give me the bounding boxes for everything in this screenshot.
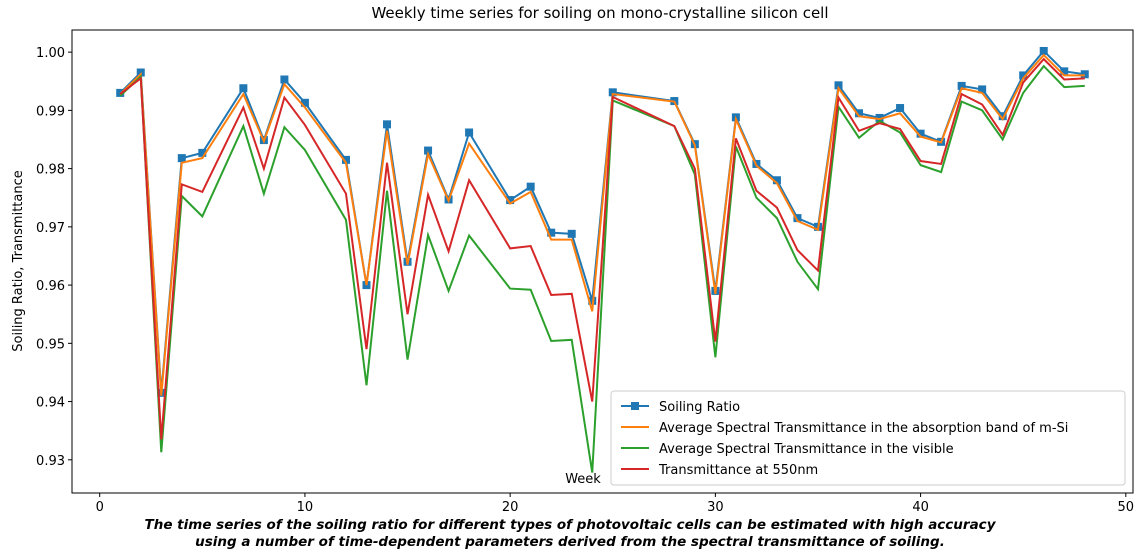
x-axis-label: Week — [565, 472, 601, 487]
point-marker — [280, 75, 289, 84]
point-marker — [608, 88, 617, 97]
point-marker — [300, 98, 309, 107]
x-tick-label: 50 — [1118, 500, 1135, 515]
x-tick-label: 10 — [297, 500, 314, 515]
point-marker — [567, 229, 576, 238]
point-marker — [547, 228, 556, 237]
y-tick-label: 0.96 — [36, 279, 65, 294]
series-line — [119, 57, 1085, 440]
y-tick-label: 1.00 — [36, 46, 65, 61]
series-line — [119, 49, 1085, 393]
legend-marker — [631, 402, 639, 410]
plot-frame — [71, 29, 1134, 494]
point-marker — [424, 146, 433, 155]
point-marker — [239, 84, 248, 93]
point-marker — [465, 128, 474, 137]
y-tick-label: 0.98 — [36, 163, 65, 178]
point-marker — [978, 85, 987, 94]
legend-label: Average Spectral Transmittance in the vi… — [659, 442, 954, 457]
y-tick-label: 0.97 — [36, 221, 65, 236]
point-marker — [772, 176, 781, 185]
point-marker — [1019, 71, 1028, 80]
point-marker — [957, 81, 966, 90]
point-marker — [341, 155, 350, 164]
point-marker — [998, 112, 1007, 121]
y-tick-label: 0.94 — [36, 396, 65, 411]
chart-title: Weekly time series for soiling on mono-c… — [371, 4, 828, 22]
point-marker — [1039, 46, 1048, 55]
point-marker — [1080, 70, 1089, 79]
x-tick-label: 20 — [502, 500, 519, 515]
point-marker — [136, 68, 145, 77]
x-tick-label: 30 — [707, 500, 724, 515]
caption-line: The time series of the soiling ratio for… — [145, 517, 997, 533]
x-tick-label: 0 — [96, 500, 104, 515]
legend-label: Average Spectral Transmittance in the ab… — [659, 421, 1068, 436]
point-marker — [834, 81, 843, 90]
point-marker — [1060, 67, 1069, 76]
y-axis-label: Soiling Ratio, Transmittance — [11, 170, 26, 351]
point-marker — [916, 129, 925, 138]
y-tick-label: 0.93 — [36, 454, 65, 469]
point-marker — [506, 196, 515, 205]
point-marker — [526, 182, 535, 191]
point-marker — [855, 109, 864, 118]
y-tick-label: 0.95 — [36, 337, 65, 352]
caption-line: using a number of time-dependent paramet… — [195, 534, 945, 550]
point-marker — [875, 113, 884, 122]
point-marker — [177, 154, 186, 163]
x-tick-label: 40 — [912, 500, 929, 515]
y-tick-label: 0.99 — [36, 104, 65, 119]
series-line — [119, 53, 1085, 396]
point-marker — [383, 120, 392, 129]
point-marker — [793, 214, 802, 223]
point-marker — [198, 148, 207, 157]
point-marker — [896, 104, 905, 113]
legend-label: Soiling Ratio — [659, 400, 740, 415]
legend-box — [610, 390, 1126, 486]
legend-label: Transmittance at 550nm — [658, 463, 818, 478]
